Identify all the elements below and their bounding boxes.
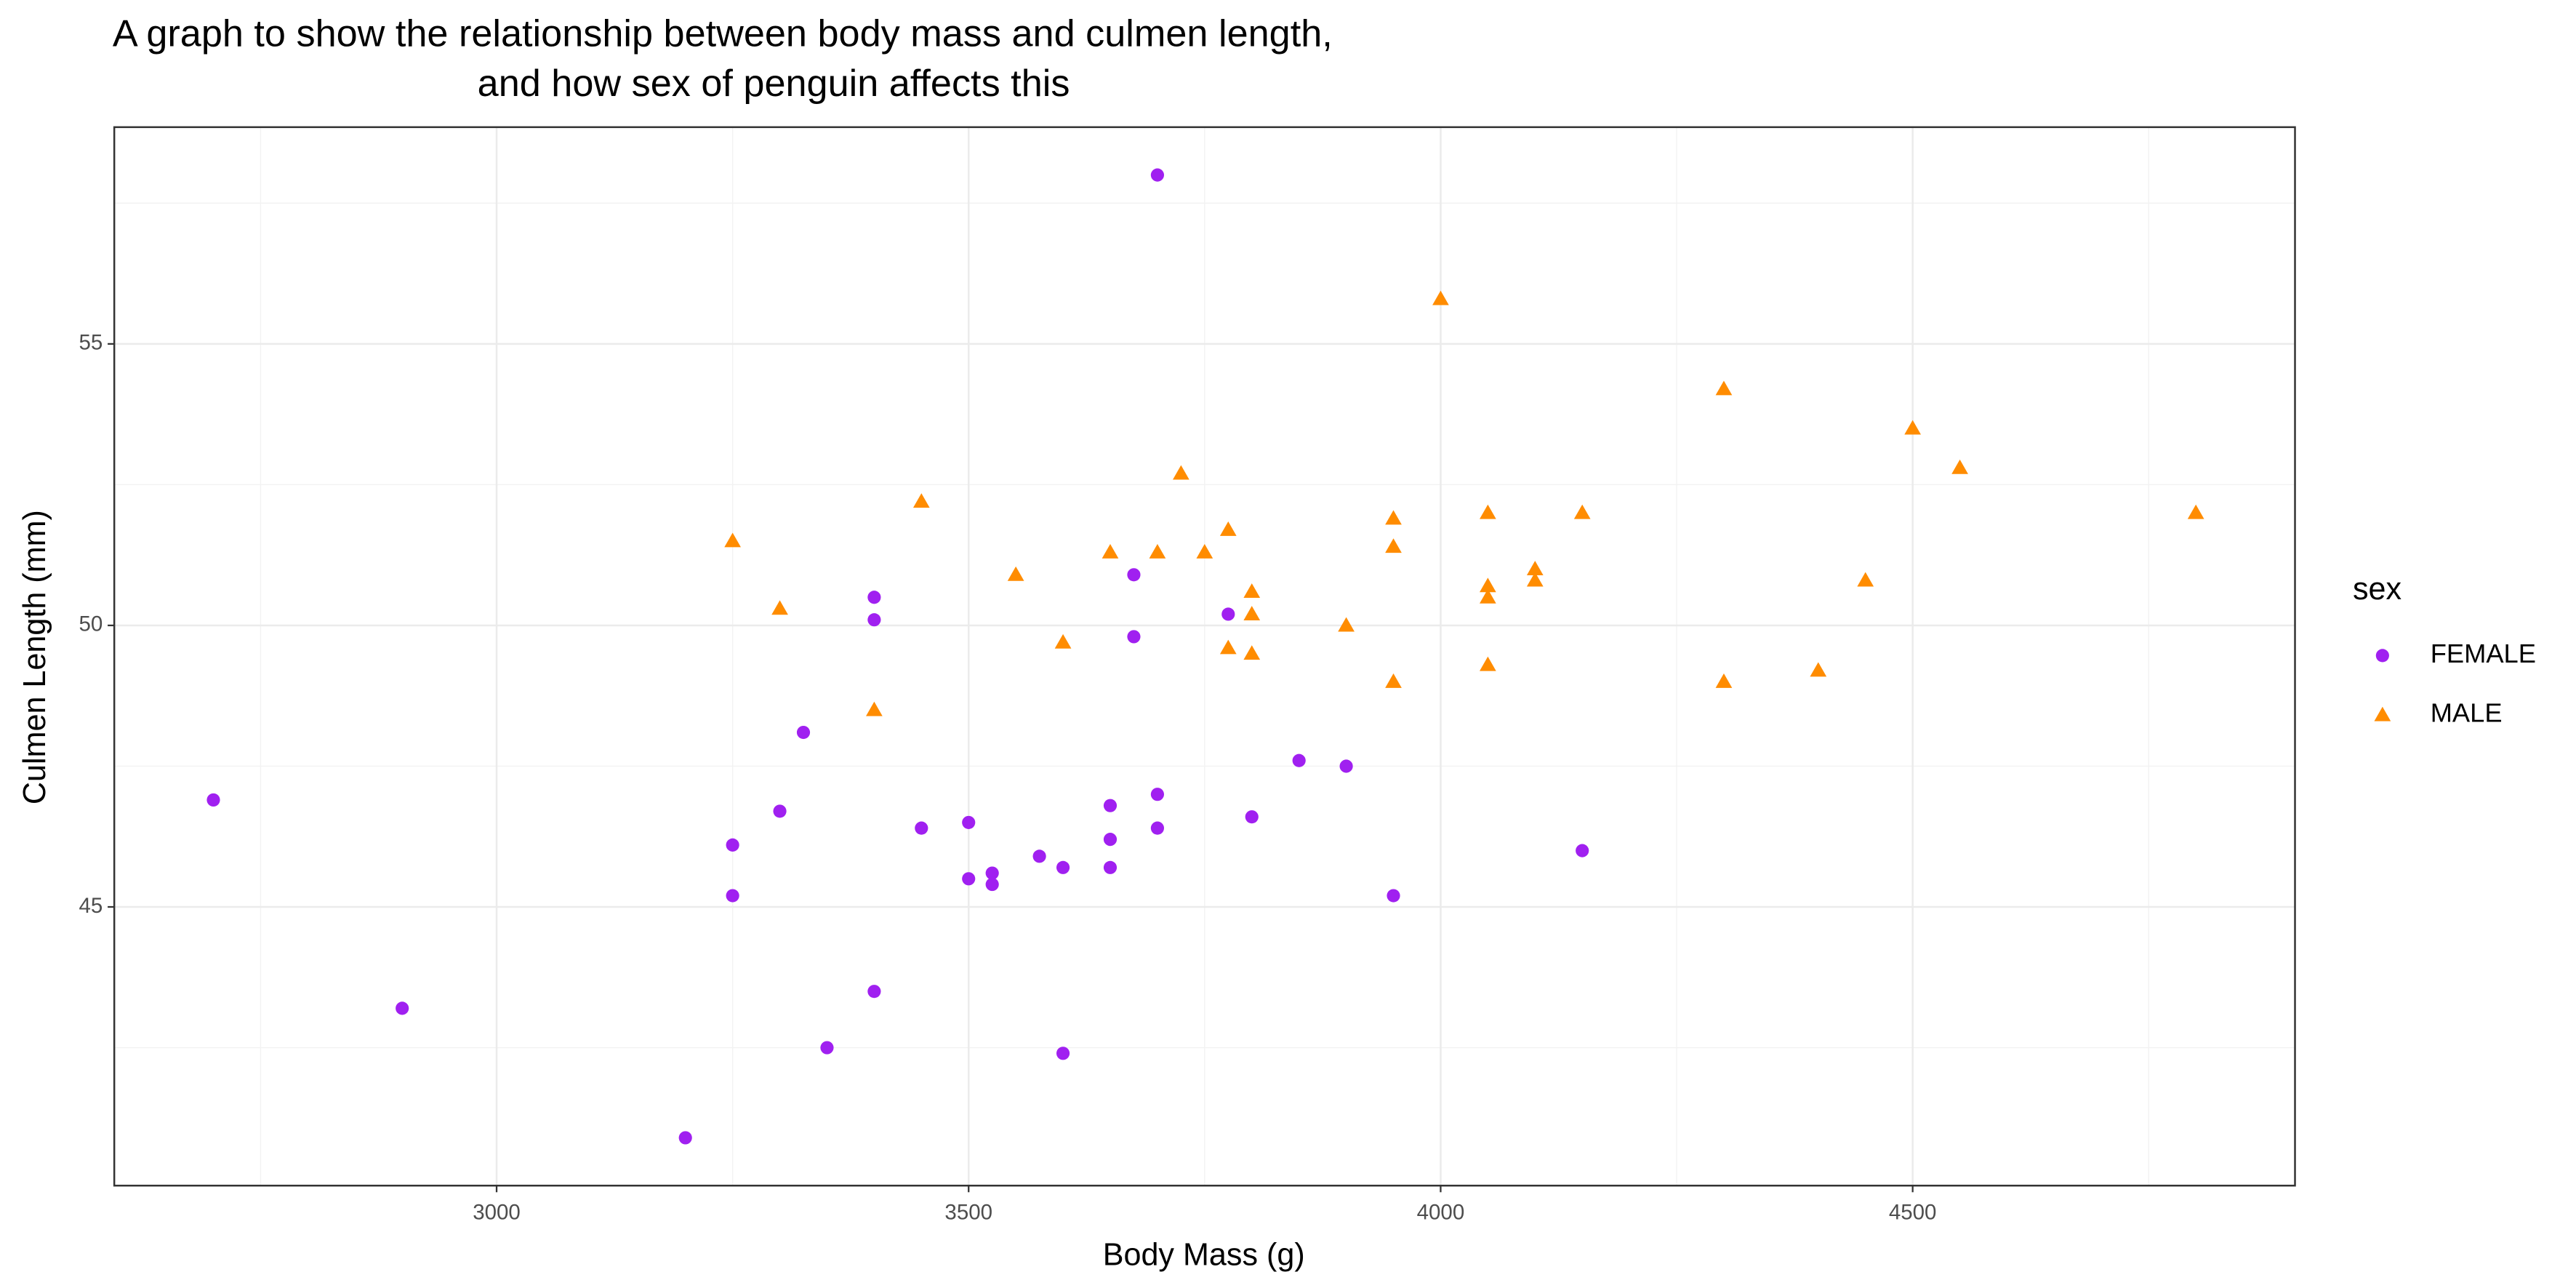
chart-title: and how sex of penguin affects this [478, 63, 1070, 105]
data-point [866, 701, 883, 716]
data-point [678, 1131, 692, 1145]
data-point [1715, 673, 1733, 688]
data-point [1526, 572, 1544, 587]
x-tick-label: 4000 [1417, 1201, 1465, 1225]
data-point [1387, 889, 1400, 903]
data-point [1103, 799, 1118, 812]
data-point [1810, 662, 1827, 677]
data-point [1857, 572, 1874, 587]
data-point [1150, 821, 1165, 835]
data-point [1196, 543, 1213, 559]
data-point [1385, 538, 1402, 553]
legend-label: MALE [2431, 698, 2503, 728]
x-axis-label: Body Mass (g) [1103, 1237, 1305, 1272]
x-tick-label: 3000 [473, 1201, 521, 1225]
data-point [1385, 673, 1402, 688]
data-point [1480, 577, 1496, 593]
data-point [1173, 465, 1189, 480]
data-point [912, 493, 930, 508]
y-axis-label: Culmen Length (mm) [17, 510, 52, 804]
data-point [985, 877, 999, 892]
legend-key [2375, 649, 2389, 663]
data-point [726, 889, 739, 903]
data-point [396, 1001, 409, 1015]
data-point [1480, 588, 1496, 604]
data-point [1951, 459, 1968, 474]
data-point [1150, 168, 1165, 182]
data-point [1576, 844, 1589, 857]
data-point [1103, 860, 1118, 874]
data-point [1056, 1047, 1070, 1060]
data-point [1219, 521, 1237, 536]
data-point [1102, 543, 1119, 559]
data-point [1149, 543, 1166, 559]
data-point [1526, 561, 1544, 576]
data-point [867, 985, 881, 999]
legend-label: FEMALE [2431, 639, 2536, 668]
data-point [820, 1041, 834, 1055]
data-point [1103, 833, 1118, 847]
data-point [1480, 504, 1496, 519]
data-point [1127, 568, 1141, 582]
data-point [1243, 606, 1261, 620]
legend-key [2374, 706, 2391, 721]
data-point [915, 821, 928, 835]
chart-title: A graph to show the relationship between… [113, 13, 1333, 55]
data-point [1056, 860, 1070, 874]
data-point [1904, 420, 1922, 435]
x-tick-label: 3500 [944, 1201, 992, 1225]
x-tick-label: 4500 [1889, 1201, 1937, 1225]
data-point [773, 804, 787, 818]
data-point [1150, 788, 1165, 801]
data-point [985, 866, 999, 880]
data-point [771, 600, 788, 615]
data-point [206, 793, 220, 807]
data-point [1219, 639, 1237, 655]
data-point [1715, 380, 1733, 396]
data-point [867, 591, 881, 604]
data-point [724, 532, 741, 548]
data-point [796, 725, 811, 740]
data-point [867, 613, 881, 627]
data-point [1480, 656, 1496, 671]
y-tick-label: 45 [79, 894, 103, 918]
data-point [1221, 607, 1235, 621]
data-point [1339, 759, 1353, 773]
data-point [962, 872, 976, 886]
data-point [1032, 849, 1046, 863]
data-point [1573, 504, 1591, 519]
data-point [962, 815, 976, 829]
data-point [1054, 633, 1072, 649]
y-tick-label: 55 [79, 331, 103, 355]
data-point [1385, 510, 1402, 525]
data-point [1245, 810, 1259, 824]
data-point [1243, 583, 1261, 599]
data-point [2187, 504, 2204, 519]
data-point [1432, 290, 1449, 305]
data-point [1338, 617, 1355, 632]
y-tick-label: 50 [79, 612, 103, 636]
data-point [726, 838, 739, 852]
data-point [1292, 753, 1306, 767]
data-point [1243, 645, 1261, 660]
data-point [1007, 566, 1024, 581]
plot-border [113, 126, 2296, 1187]
legend-title: sex [2353, 572, 2402, 607]
data-point [1127, 630, 1141, 644]
